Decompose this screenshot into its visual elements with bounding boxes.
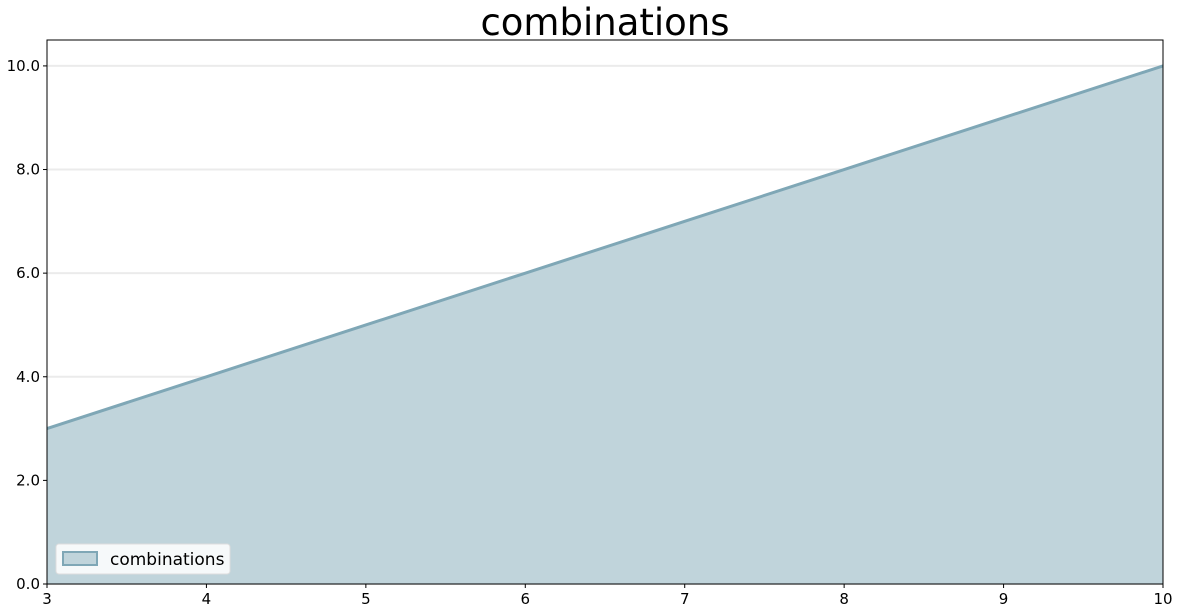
legend: combinations	[55, 543, 231, 575]
tick-labels: 0.0 2.0 4.0 6.0 8.0 10.0 3 4 5 6 7 8 9 10	[7, 57, 1173, 608]
x-tick-label: 5	[361, 590, 371, 608]
y-tick-label: 4.0	[16, 368, 40, 386]
x-tick-label: 4	[202, 590, 212, 608]
y-tick-label: 0.0	[16, 575, 40, 593]
legend-box	[55, 543, 231, 575]
y-tick-label: 8.0	[16, 161, 40, 179]
axes	[43, 39, 1164, 588]
x-tick-label: 3	[42, 590, 52, 608]
series-line	[46, 64, 1164, 430]
chart-title: combinations	[480, 1, 729, 44]
y-tick-label: 2.0	[16, 471, 40, 489]
x-tick-label: 6	[521, 590, 531, 608]
legend-label: combinations	[110, 550, 225, 570]
area-fill	[47, 65, 1163, 584]
y-tick-label: 6.0	[16, 264, 40, 282]
x-tick-label: 8	[839, 590, 849, 608]
x-tick-label: 9	[999, 590, 1009, 608]
area-series	[46, 64, 1164, 584]
plot-frame	[46, 39, 1164, 585]
legend-swatch	[62, 551, 98, 566]
y-tick-label: 10.0	[7, 57, 40, 75]
x-tick-label: 7	[680, 590, 690, 608]
x-tick-label: 10	[1153, 590, 1172, 608]
